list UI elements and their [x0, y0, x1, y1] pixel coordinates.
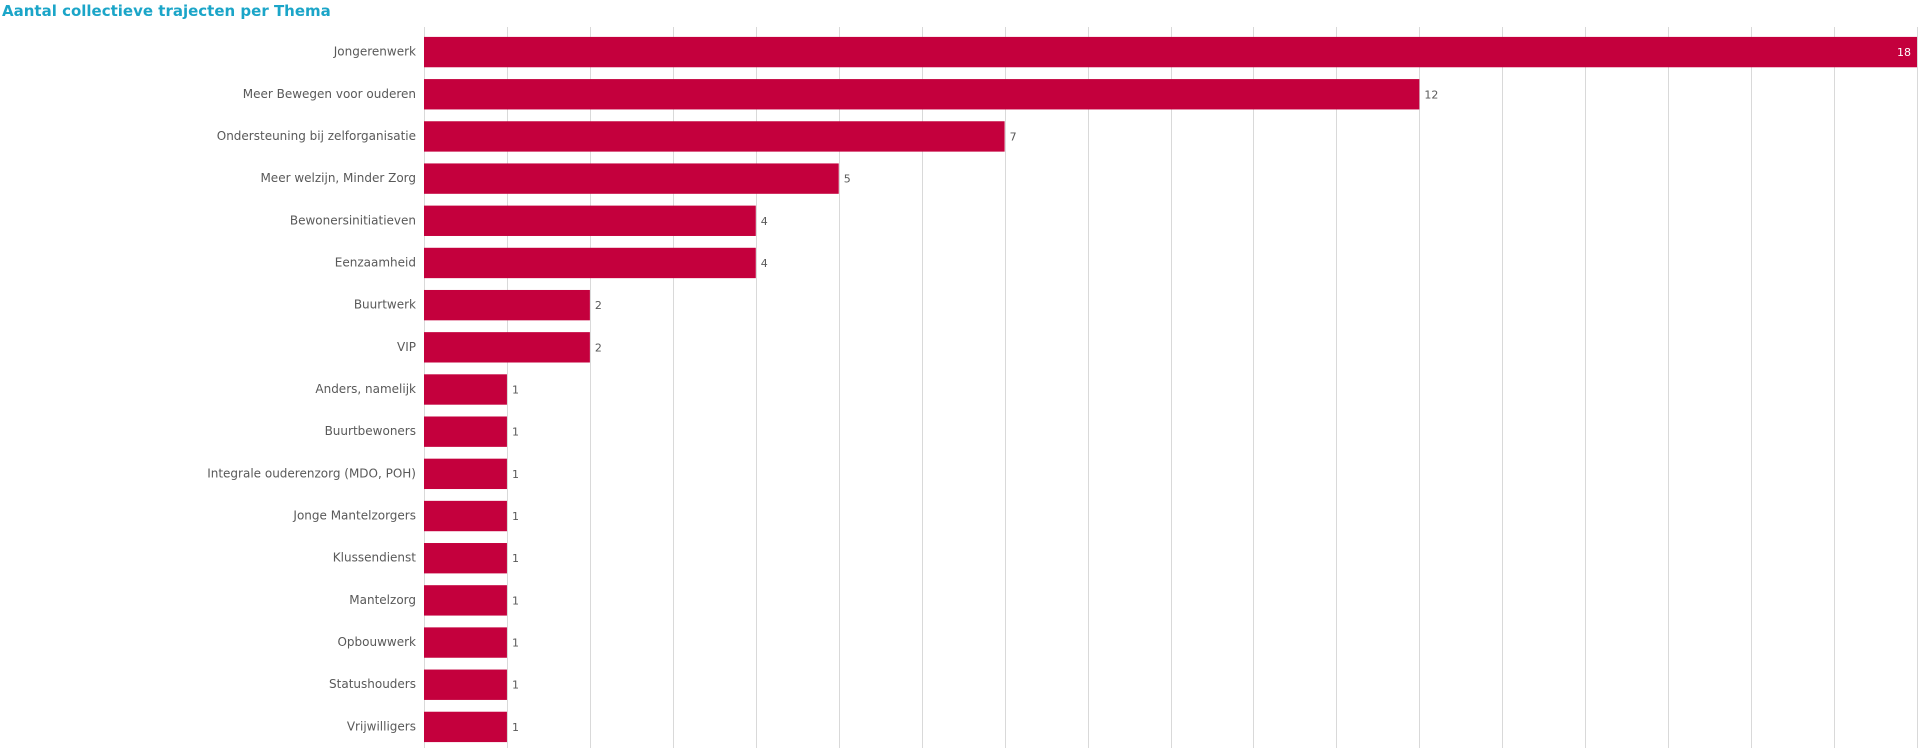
bar: [424, 669, 507, 700]
y-tick-label: Bewonersinitiatieven: [290, 213, 416, 227]
y-tick-label: Meer Bewegen voor ouderen: [243, 87, 416, 101]
bar: [424, 416, 507, 447]
y-tick-label: Jonge Mantelzorgers: [292, 509, 416, 523]
data-label: 1: [512, 552, 519, 565]
y-tick-label: Ondersteuning bij zelforganisatie: [217, 129, 416, 143]
y-tick-label: Klussendienst: [333, 551, 416, 565]
data-label: 7: [1010, 130, 1017, 143]
data-label: 1: [512, 384, 519, 397]
bar: [424, 711, 507, 743]
data-label: 1: [512, 468, 519, 481]
bar: [424, 585, 507, 616]
data-label: 1: [512, 594, 519, 607]
y-tick-label: Opbouwwerk: [337, 635, 416, 649]
data-label: 1: [512, 510, 519, 523]
y-tick-label: Jongerenwerk: [333, 45, 416, 59]
bar: [424, 543, 507, 574]
chart-title: Aantal collectieve trajecten per Thema: [2, 2, 331, 20]
data-label: 2: [595, 299, 602, 312]
bar: [424, 205, 756, 236]
data-label: 2: [595, 341, 602, 354]
y-tick-label: Integrale ouderenzorg (MDO, POH): [207, 466, 416, 480]
y-tick-label: Eenzaamheid: [335, 255, 416, 269]
data-label: 1: [512, 721, 519, 734]
bar: [424, 247, 756, 279]
bar: [424, 163, 839, 194]
y-tick-label: Mantelzorg: [349, 593, 416, 607]
y-tick-label: Buurtbewoners: [325, 424, 416, 438]
y-tick-label: Anders, namelijk: [315, 382, 416, 396]
bar: [424, 289, 590, 321]
data-label: 4: [761, 257, 768, 270]
y-tick-label: Meer welzijn, Minder Zorg: [260, 171, 416, 185]
bar: [424, 79, 1420, 110]
bar: [424, 121, 1005, 152]
y-tick-label: Statushouders: [329, 677, 416, 691]
data-label: 18: [1897, 46, 1911, 59]
data-label: 1: [512, 679, 519, 692]
bar: [424, 458, 507, 490]
y-tick-label: Vrijwilligers: [347, 719, 416, 733]
data-label: 1: [512, 426, 519, 439]
bar: [424, 627, 507, 658]
data-label: 12: [1424, 88, 1438, 101]
y-tick-label: VIP: [397, 340, 416, 354]
data-label: 4: [761, 215, 768, 228]
data-label: 5: [844, 173, 851, 186]
data-label: 1: [512, 637, 519, 650]
y-tick-label: Buurtwerk: [354, 298, 416, 312]
bar: [424, 500, 507, 532]
bar: [424, 374, 507, 405]
bar: [424, 36, 1917, 68]
bar: [424, 332, 590, 363]
